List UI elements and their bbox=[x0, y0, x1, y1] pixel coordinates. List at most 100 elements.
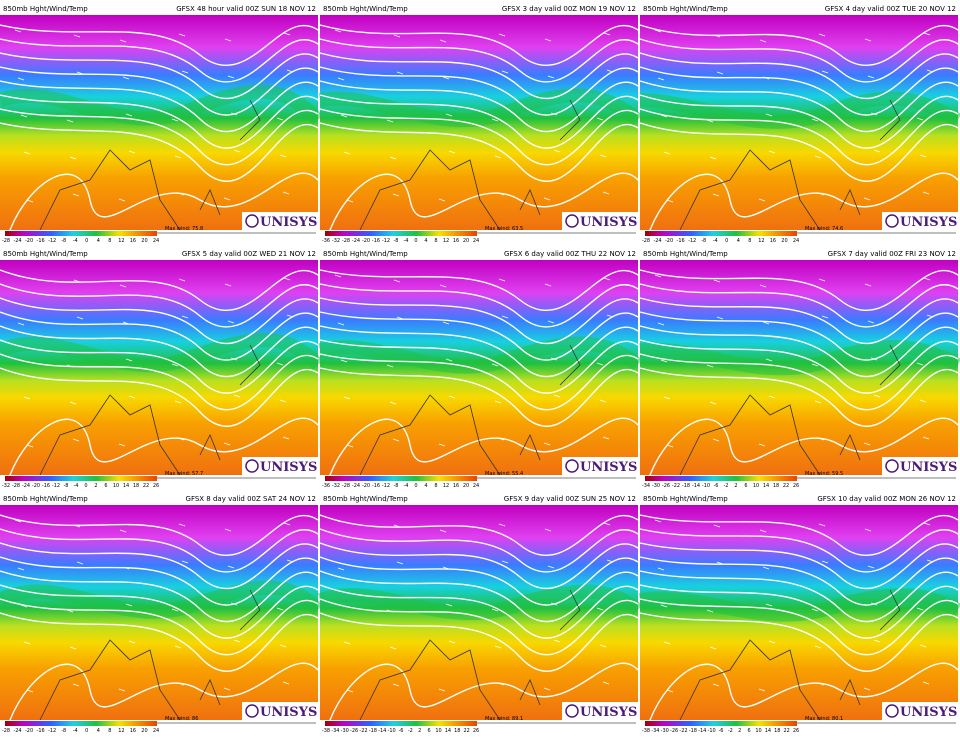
colorbar-label: 16 bbox=[453, 483, 459, 489]
wind-arrow bbox=[553, 394, 561, 398]
height-contour bbox=[0, 283, 319, 328]
logo-mark bbox=[885, 214, 899, 228]
wind-arrow bbox=[657, 567, 665, 571]
wind-arrow bbox=[17, 77, 25, 81]
forecast-panel: 850mb Hght/Wind/Temp GFSX 5 day valid 00Z… bbox=[0, 250, 324, 489]
wind-arrow bbox=[17, 567, 25, 571]
product-label: 850mb Hght/Wind/Temp bbox=[3, 5, 88, 13]
product-label: 850mb Hght/Wind/Temp bbox=[643, 250, 728, 258]
wind-arrow bbox=[178, 278, 186, 282]
height-contour bbox=[0, 80, 319, 133]
wind-arrow bbox=[389, 646, 397, 650]
logo-box bbox=[562, 457, 638, 475]
height-contour bbox=[639, 339, 959, 394]
colorbar-label: 12 bbox=[758, 238, 764, 244]
logo-mark bbox=[565, 459, 579, 473]
colorbar-label: 6 bbox=[428, 728, 431, 734]
forecast-panel: 850mb Hght/Wind/Temp GFSX 3 day valid 00Z… bbox=[318, 5, 643, 244]
wind-arrow bbox=[181, 560, 189, 564]
wind-arrow bbox=[491, 608, 499, 612]
forecast-panel: 850mb Hght/Wind/Temp GFSX 10 day valid 00… bbox=[638, 495, 960, 734]
colorbar-label: 20 bbox=[781, 238, 787, 244]
wind-arrow bbox=[716, 561, 724, 565]
height-contour bbox=[639, 94, 959, 149]
wind-arrow bbox=[599, 644, 607, 648]
wind-arrow bbox=[279, 399, 287, 403]
colorbar-label: -28 bbox=[642, 238, 650, 244]
colorbar-label: -32 bbox=[332, 238, 340, 244]
wind-arrow bbox=[286, 314, 294, 318]
wind-arrow bbox=[547, 565, 555, 569]
height-contour bbox=[0, 570, 319, 623]
wind-arrow bbox=[392, 438, 400, 442]
colorbar-label: -4 bbox=[404, 238, 409, 244]
height-contour bbox=[639, 311, 959, 361]
height-contour bbox=[0, 598, 319, 656]
wind-arrow bbox=[922, 191, 930, 195]
colorbar-label: -26 bbox=[670, 728, 678, 734]
wind-arrow bbox=[870, 602, 878, 606]
colorbar-label: 0 bbox=[85, 238, 88, 244]
wind-arrow bbox=[758, 443, 766, 447]
colorbar-label: -8 bbox=[61, 728, 66, 734]
height-contour bbox=[319, 24, 639, 67]
wind-arrow bbox=[177, 682, 185, 686]
colorbar-label: -12 bbox=[48, 238, 56, 244]
wind-arrow bbox=[863, 197, 871, 201]
wind-arrow bbox=[863, 442, 871, 446]
wind-arrow bbox=[657, 77, 665, 81]
wind-arrow bbox=[873, 149, 881, 153]
forecast-panel: 850mb Hght/Wind/Temp GFSX 48 hour valid 0… bbox=[0, 5, 324, 244]
wind-arrow bbox=[122, 566, 130, 570]
wind-arrow bbox=[497, 437, 505, 441]
colorbar-label: 4 bbox=[424, 483, 427, 489]
height-contour bbox=[639, 122, 959, 183]
coastline bbox=[39, 344, 261, 476]
wind-arrow bbox=[118, 688, 126, 692]
colorbar-label: 0 bbox=[725, 238, 728, 244]
wind-arrow bbox=[76, 71, 84, 75]
wind-arrow bbox=[118, 198, 126, 202]
height-contour bbox=[0, 311, 319, 361]
wind-arrow bbox=[23, 151, 31, 155]
wind-arrow bbox=[491, 363, 499, 367]
wind-arrow bbox=[233, 639, 241, 643]
colorbar-label: -20 bbox=[665, 238, 673, 244]
height-contour bbox=[319, 556, 639, 606]
colorbar-label: 8 bbox=[108, 728, 111, 734]
wind-arrow bbox=[758, 198, 766, 202]
wind-arrow bbox=[389, 401, 397, 405]
wind-arrow bbox=[20, 604, 28, 608]
height-contour bbox=[0, 612, 319, 673]
wind-arrow bbox=[768, 395, 776, 399]
wind-arrow bbox=[919, 154, 927, 158]
colorbar-label: -28 bbox=[342, 483, 350, 489]
wind-arrow bbox=[178, 523, 186, 527]
colorbar-label: -28 bbox=[2, 238, 10, 244]
colorbar-label: 20 bbox=[463, 238, 469, 244]
colorbar-label: -4 bbox=[73, 728, 78, 734]
valid-time: GFSX 4 day valid 00Z TUE 20 NOV 12 bbox=[825, 5, 956, 13]
colorbar-label: 8 bbox=[434, 238, 437, 244]
wind-arrow bbox=[346, 444, 354, 448]
wind-arrow bbox=[26, 199, 34, 203]
coastline bbox=[39, 99, 261, 231]
height-contour bbox=[639, 528, 959, 573]
height-contour bbox=[639, 367, 959, 428]
wind-arrow bbox=[20, 114, 28, 118]
logo: UNISYS bbox=[900, 460, 957, 475]
wind-arrow bbox=[386, 364, 394, 368]
wind-arrow bbox=[814, 645, 822, 649]
wind-arrow bbox=[122, 76, 130, 80]
wind-arrow bbox=[765, 358, 773, 362]
wind-arrow bbox=[553, 639, 561, 643]
colorbar-label: -4 bbox=[713, 238, 718, 244]
wind-arrow bbox=[660, 604, 668, 608]
wind-arrow bbox=[663, 151, 671, 155]
wind-arrow bbox=[393, 524, 401, 528]
max-wind: Max wind: 74.6 bbox=[805, 226, 843, 232]
colorbar-label: -6 bbox=[719, 728, 724, 734]
wind-arrow bbox=[119, 39, 127, 43]
height-contour bbox=[639, 570, 959, 623]
valid-time: GFSX 5 day valid 00Z WED 21 NOV 12 bbox=[182, 250, 316, 258]
